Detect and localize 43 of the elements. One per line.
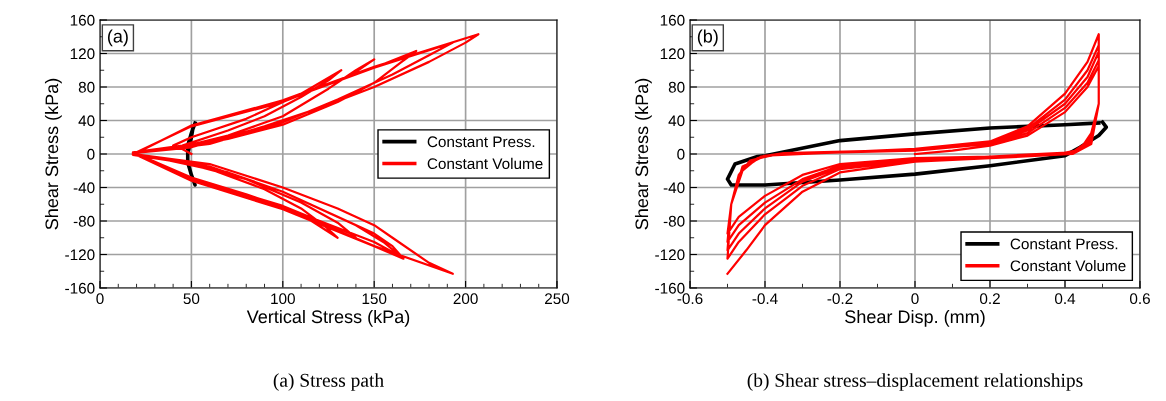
x-tick-label: -0.6 <box>677 293 703 305</box>
x-tick-label: 200 <box>453 293 478 305</box>
y-tick-label: -120 <box>655 249 685 261</box>
y-tick-label: -120 <box>65 249 95 261</box>
annotation: (b) <box>697 29 718 47</box>
text: (b) Shear stress–displacement relationships <box>747 373 1083 391</box>
annotation: (a) <box>107 29 128 47</box>
x-tick-label: -0.4 <box>752 293 778 305</box>
y-tick-label: 0 <box>677 148 685 160</box>
y-tick-label: -80 <box>73 215 95 227</box>
y-tick-label: 0 <box>87 148 95 160</box>
y-tick-label: 120 <box>660 48 685 60</box>
y-tick-label: 160 <box>70 14 95 26</box>
legend-label: Constant Press. <box>427 136 535 148</box>
y-tick-label: 40 <box>78 115 95 127</box>
y-axis-title: Shear Stress (kPa) <box>634 78 652 230</box>
x-axis-title: Shear Disp. (mm) <box>845 309 985 327</box>
y-tick-label: 40 <box>668 115 685 127</box>
y-tick-label: -40 <box>663 182 685 194</box>
legend-label: Constant Volume <box>427 157 543 170</box>
x-tick-label: 0 <box>911 293 919 305</box>
x-tick-label: 0 <box>96 293 104 305</box>
x-tick-label: 250 <box>545 293 570 305</box>
x-tick-label: 0.4 <box>1054 293 1076 305</box>
y-tick-label: 80 <box>668 81 685 93</box>
x-tick-label: 100 <box>271 293 295 305</box>
text: (a) Stress path <box>273 373 384 391</box>
y-tick-label: 80 <box>78 81 95 93</box>
x-tick-label: 0.6 <box>1129 293 1150 305</box>
y-tick-label: -160 <box>65 282 95 294</box>
x-tick-label: 0.2 <box>979 293 1000 305</box>
y-tick-label: 160 <box>660 14 685 26</box>
x-tick-label: 50 <box>183 293 200 305</box>
y-tick-label: -80 <box>663 215 685 227</box>
y-tick-label: -40 <box>73 182 95 194</box>
x-tick-label: -0.2 <box>827 293 853 305</box>
x-axis-title: Vertical Stress (kPa) <box>246 309 410 327</box>
y-axis-title: Shear Stress (kPa) <box>44 78 62 230</box>
y-tick-label: 120 <box>70 48 95 60</box>
legend-label: Constant Press. <box>1010 238 1118 250</box>
y-tick-label: -160 <box>655 282 685 294</box>
legend-label: Constant Volume <box>1010 260 1126 272</box>
x-tick-label: 150 <box>362 293 387 305</box>
